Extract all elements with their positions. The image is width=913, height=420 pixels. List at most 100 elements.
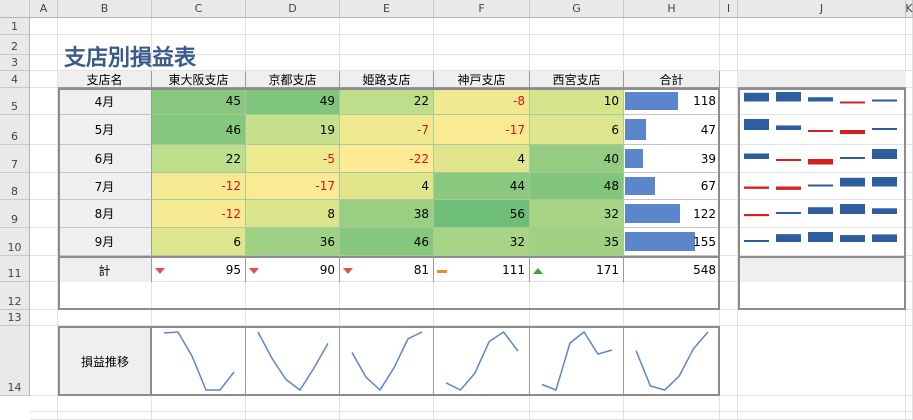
- row-header-4[interactable]: 4: [0, 71, 30, 88]
- column-header-H[interactable]: H: [624, 0, 720, 18]
- header-cell[interactable]: 京都支店: [246, 71, 340, 88]
- row-header-11[interactable]: 11: [0, 256, 30, 282]
- winloss-bar: [808, 232, 833, 242]
- trend-label[interactable]: 損益推移: [58, 326, 152, 396]
- value-cell[interactable]: 40: [530, 145, 624, 173]
- column-header-F[interactable]: F: [434, 0, 530, 18]
- value-cell[interactable]: -17: [246, 173, 340, 200]
- column-header-D[interactable]: D: [246, 0, 340, 18]
- header-cell[interactable]: 姫路支店: [340, 71, 434, 88]
- value-cell[interactable]: -22: [340, 145, 434, 173]
- column-header-A[interactable]: A: [30, 0, 58, 18]
- trend-up-icon: [533, 268, 543, 274]
- value-cell[interactable]: 10: [530, 88, 624, 115]
- row-header-8[interactable]: 8: [0, 173, 30, 200]
- value-cell[interactable]: -7: [340, 115, 434, 145]
- month-label[interactable]: 4月: [58, 88, 152, 115]
- row-header-5[interactable]: 5: [0, 88, 30, 115]
- row-header-14[interactable]: 14: [0, 326, 30, 396]
- month-total-cell[interactable]: 67: [624, 173, 720, 200]
- winloss-bar: [808, 184, 833, 187]
- gridline-vertical: [737, 18, 738, 420]
- header-cell[interactable]: 神戸支店: [434, 71, 530, 88]
- winloss-bar: [744, 119, 769, 130]
- row-header-3[interactable]: 3: [0, 55, 30, 71]
- gridline-horizontal: [30, 34, 913, 35]
- column-header-E[interactable]: E: [340, 0, 434, 18]
- value-cell[interactable]: 32: [434, 228, 530, 256]
- row-header-6[interactable]: 6: [0, 115, 30, 145]
- value-cell[interactable]: -17: [434, 115, 530, 145]
- value-cell[interactable]: -12: [152, 200, 246, 228]
- value-cell[interactable]: 48: [530, 173, 624, 200]
- column-header-C[interactable]: C: [152, 0, 246, 18]
- value-cell[interactable]: 4: [434, 145, 530, 173]
- branch-total-cell[interactable]: 90: [246, 256, 340, 282]
- row-header-7[interactable]: 7: [0, 145, 30, 173]
- row-header-2[interactable]: 2: [0, 35, 30, 55]
- month-total-value: 118: [693, 94, 716, 108]
- value-cell[interactable]: 38: [340, 200, 434, 228]
- total-label[interactable]: 計: [58, 256, 152, 282]
- value-cell[interactable]: 45: [152, 88, 246, 115]
- value-cell[interactable]: 36: [246, 228, 340, 256]
- row-header-10[interactable]: 10: [0, 228, 30, 256]
- value-cell[interactable]: -12: [152, 173, 246, 200]
- header-cell[interactable]: 合計: [624, 71, 720, 88]
- select-all-corner[interactable]: [0, 0, 30, 18]
- value-cell[interactable]: 4: [340, 173, 434, 200]
- month-total-cell[interactable]: 118: [624, 88, 720, 115]
- value-cell[interactable]: 6: [530, 115, 624, 145]
- branch-total-value: 111: [502, 263, 525, 277]
- header-cell[interactable]: 東大阪支店: [152, 71, 246, 88]
- header-cell[interactable]: 支店名: [58, 71, 152, 88]
- branch-total-cell[interactable]: 81: [340, 256, 434, 282]
- value-cell[interactable]: 32: [530, 200, 624, 228]
- column-header-B[interactable]: B: [58, 0, 152, 18]
- value-cell[interactable]: 44: [434, 173, 530, 200]
- month-total-cell[interactable]: 39: [624, 145, 720, 173]
- value-cell[interactable]: 56: [434, 200, 530, 228]
- column-header-J[interactable]: J: [738, 0, 906, 18]
- month-label[interactable]: 9月: [58, 228, 152, 256]
- data-bar: [625, 119, 646, 140]
- month-label[interactable]: 5月: [58, 115, 152, 145]
- value-cell[interactable]: -8: [434, 88, 530, 115]
- value-cell[interactable]: 19: [246, 115, 340, 145]
- value-cell[interactable]: 8: [246, 200, 340, 228]
- value-cell[interactable]: 49: [246, 88, 340, 115]
- column-header-K[interactable]: K: [905, 0, 913, 18]
- header-cell[interactable]: 西宮支店: [530, 71, 624, 88]
- row-header-9[interactable]: 9: [0, 200, 30, 228]
- value-cell[interactable]: 46: [340, 228, 434, 256]
- branch-total-value: 81: [413, 263, 429, 277]
- value-cell[interactable]: 35: [530, 228, 624, 256]
- winloss-bar: [840, 101, 865, 104]
- month-label[interactable]: 6月: [58, 145, 152, 173]
- winloss-bar: [744, 92, 769, 102]
- row-header-13[interactable]: 13: [0, 310, 30, 326]
- month-label[interactable]: 8月: [58, 200, 152, 228]
- row-header-12[interactable]: 12: [0, 282, 30, 310]
- column-header-G[interactable]: G: [530, 0, 624, 18]
- month-total-cell[interactable]: 155: [624, 228, 720, 256]
- grand-total-cell[interactable]: 548: [624, 256, 720, 282]
- column-header-I[interactable]: I: [720, 0, 738, 18]
- trend-line: [163, 331, 235, 391]
- value-cell[interactable]: -5: [246, 145, 340, 173]
- winloss-footer: [738, 256, 906, 282]
- month-total-cell[interactable]: 122: [624, 200, 720, 228]
- branch-total-cell[interactable]: 111: [434, 256, 530, 282]
- month-label[interactable]: 7月: [58, 173, 152, 200]
- gridline-horizontal: [30, 309, 913, 310]
- row-header-1[interactable]: 1: [0, 18, 30, 35]
- value-cell[interactable]: 6: [152, 228, 246, 256]
- branch-total-cell[interactable]: 171: [530, 256, 624, 282]
- value-cell[interactable]: 46: [152, 115, 246, 145]
- month-total-value: 67: [700, 179, 716, 193]
- value-cell[interactable]: 22: [152, 145, 246, 173]
- value-cell[interactable]: 22: [340, 88, 434, 115]
- month-total-cell[interactable]: 47: [624, 115, 720, 145]
- branch-total-cell[interactable]: 95: [152, 256, 246, 282]
